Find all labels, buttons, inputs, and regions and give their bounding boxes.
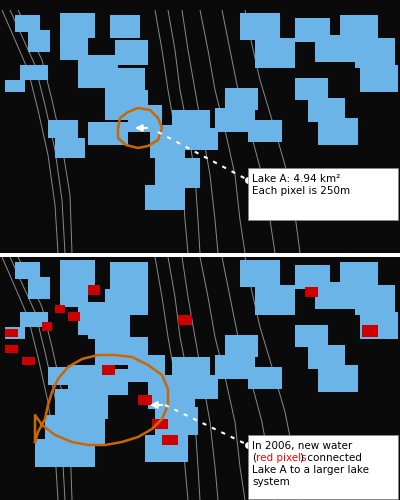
- Bar: [295, 78, 328, 100]
- Bar: [370, 312, 398, 339]
- Bar: [5, 329, 18, 337]
- Bar: [295, 325, 328, 347]
- Bar: [68, 312, 80, 321]
- Bar: [360, 312, 398, 339]
- Bar: [240, 13, 280, 40]
- Bar: [145, 435, 188, 462]
- Bar: [148, 375, 195, 409]
- Bar: [55, 389, 108, 419]
- Bar: [180, 128, 218, 150]
- Bar: [248, 435, 398, 499]
- Bar: [105, 90, 148, 120]
- Bar: [5, 327, 25, 339]
- Bar: [370, 65, 398, 92]
- Bar: [88, 122, 128, 145]
- Bar: [305, 287, 318, 297]
- Bar: [318, 118, 358, 145]
- Bar: [360, 65, 398, 92]
- Bar: [20, 312, 48, 327]
- Bar: [20, 65, 48, 80]
- Bar: [60, 260, 95, 285]
- Bar: [362, 325, 378, 337]
- Bar: [45, 415, 105, 445]
- Bar: [35, 439, 95, 467]
- Bar: [78, 55, 118, 88]
- Bar: [150, 125, 185, 158]
- Bar: [248, 120, 282, 142]
- Bar: [105, 68, 145, 92]
- Bar: [248, 168, 398, 220]
- Bar: [355, 38, 395, 68]
- Bar: [22, 357, 35, 365]
- Bar: [95, 337, 148, 365]
- Bar: [60, 38, 88, 60]
- Bar: [308, 98, 345, 122]
- Bar: [340, 15, 378, 40]
- Bar: [88, 369, 128, 395]
- Text: system: system: [252, 477, 290, 487]
- Bar: [295, 265, 330, 289]
- Bar: [152, 419, 168, 429]
- Bar: [172, 357, 210, 377]
- Bar: [128, 105, 162, 132]
- Bar: [255, 38, 295, 68]
- Bar: [55, 138, 85, 158]
- Bar: [55, 305, 65, 313]
- Bar: [88, 285, 100, 295]
- Bar: [215, 355, 255, 379]
- Bar: [248, 367, 282, 389]
- Bar: [88, 315, 130, 339]
- Bar: [180, 375, 218, 399]
- Bar: [15, 262, 40, 279]
- Bar: [115, 40, 148, 65]
- Bar: [155, 158, 200, 188]
- Text: Lake A to a larger lake: Lake A to a larger lake: [252, 465, 369, 475]
- Bar: [340, 262, 378, 287]
- Bar: [178, 315, 192, 325]
- Bar: [5, 345, 18, 353]
- Text: Lake A: 4.94 km²: Lake A: 4.94 km²: [252, 174, 340, 184]
- Bar: [162, 435, 178, 445]
- Bar: [68, 365, 115, 392]
- Bar: [5, 80, 25, 92]
- Bar: [105, 289, 148, 315]
- Bar: [172, 110, 210, 130]
- Text: ) connected: ) connected: [300, 453, 362, 463]
- Bar: [155, 407, 198, 435]
- Bar: [110, 15, 140, 38]
- Bar: [315, 282, 355, 309]
- Text: Each pixel is 250m: Each pixel is 250m: [252, 186, 350, 196]
- Bar: [145, 185, 185, 210]
- Bar: [295, 18, 330, 42]
- Text: In 2006, new water: In 2006, new water: [252, 441, 352, 451]
- Bar: [78, 302, 118, 335]
- Bar: [102, 365, 115, 375]
- Bar: [215, 108, 255, 132]
- Bar: [240, 260, 280, 287]
- Bar: [110, 262, 148, 289]
- Bar: [48, 367, 78, 385]
- Bar: [60, 285, 88, 307]
- Bar: [138, 395, 152, 405]
- Bar: [225, 335, 258, 357]
- Bar: [255, 285, 295, 315]
- Bar: [15, 15, 40, 32]
- Bar: [42, 322, 52, 331]
- Bar: [48, 120, 78, 138]
- Bar: [225, 88, 258, 110]
- Text: red pixels: red pixels: [256, 453, 307, 463]
- Bar: [308, 345, 345, 369]
- Bar: [128, 355, 165, 382]
- Bar: [355, 285, 395, 315]
- Bar: [28, 277, 50, 299]
- Bar: [60, 13, 95, 38]
- Bar: [28, 30, 50, 52]
- Text: (: (: [252, 453, 256, 463]
- Bar: [318, 365, 358, 392]
- Bar: [315, 35, 355, 62]
